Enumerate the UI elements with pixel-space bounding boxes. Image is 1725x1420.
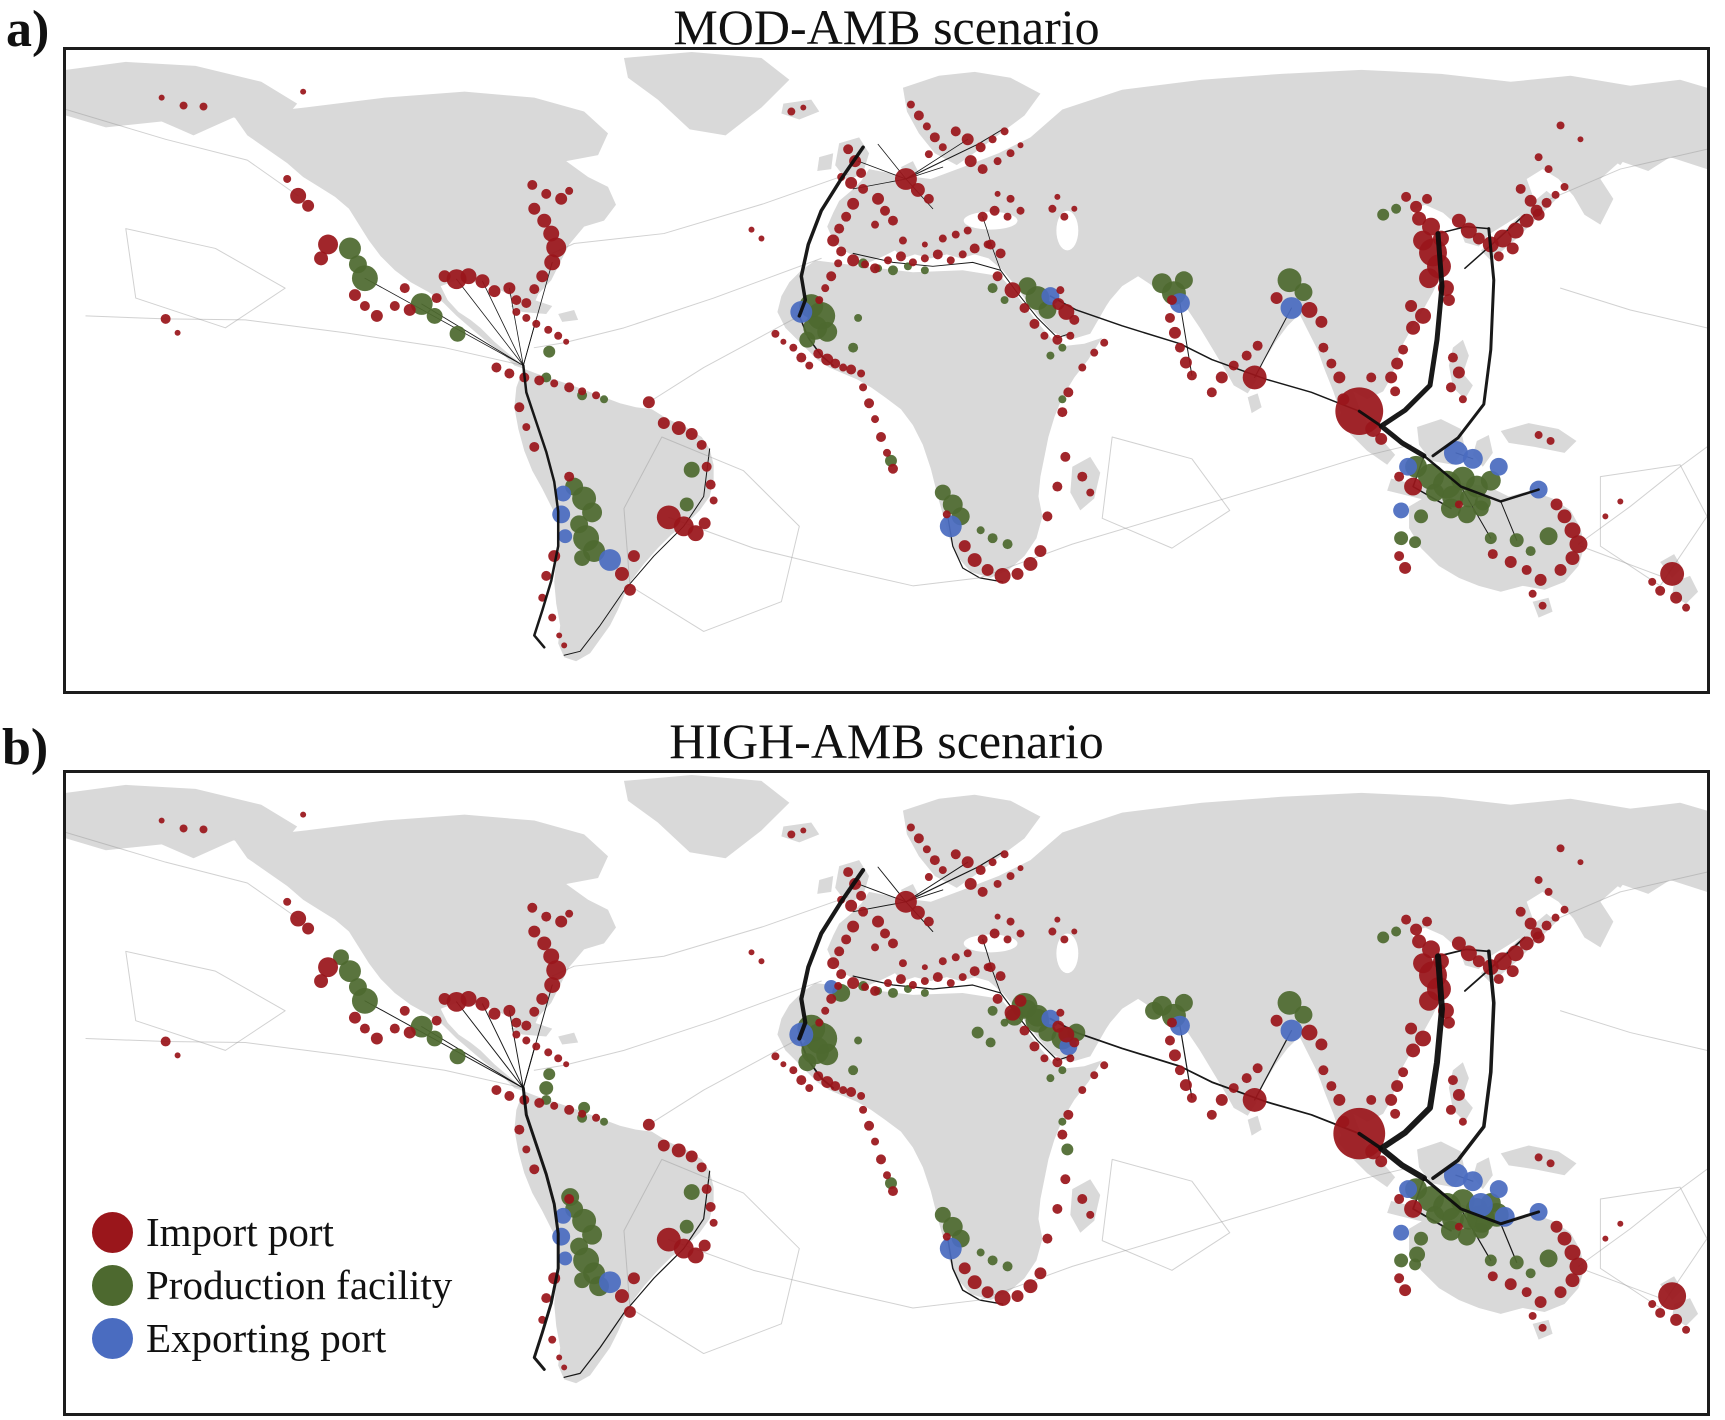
legend-label-exporting-port: Exporting port [146,1315,387,1361]
exporting-port-dot-icon [92,1318,133,1359]
import-port-dot-icon [92,1212,133,1253]
production-facility-dot-icon [92,1265,133,1306]
world-map-a [66,51,1707,662]
legend-item-import-port: Import port [92,1212,452,1253]
map-panel-b [63,770,1710,1416]
panel-title-b: HIGH-AMB scenario [669,713,1104,769]
map-panel-a [63,47,1710,694]
legend-label-production-facility: Production facility [146,1262,453,1308]
world-map-b [66,774,1707,1384]
panel-label-a: a) [6,1,50,58]
legend: Import port Production facility Exportin… [92,1212,452,1359]
legend-label-import-port: Import port [146,1209,334,1255]
legend-item-exporting-port: Exporting port [92,1318,452,1359]
panel-title-a: MOD-AMB scenario [673,0,1100,55]
legend-item-production-facility: Production facility [92,1265,452,1306]
panel-label-b: b) [2,719,49,776]
